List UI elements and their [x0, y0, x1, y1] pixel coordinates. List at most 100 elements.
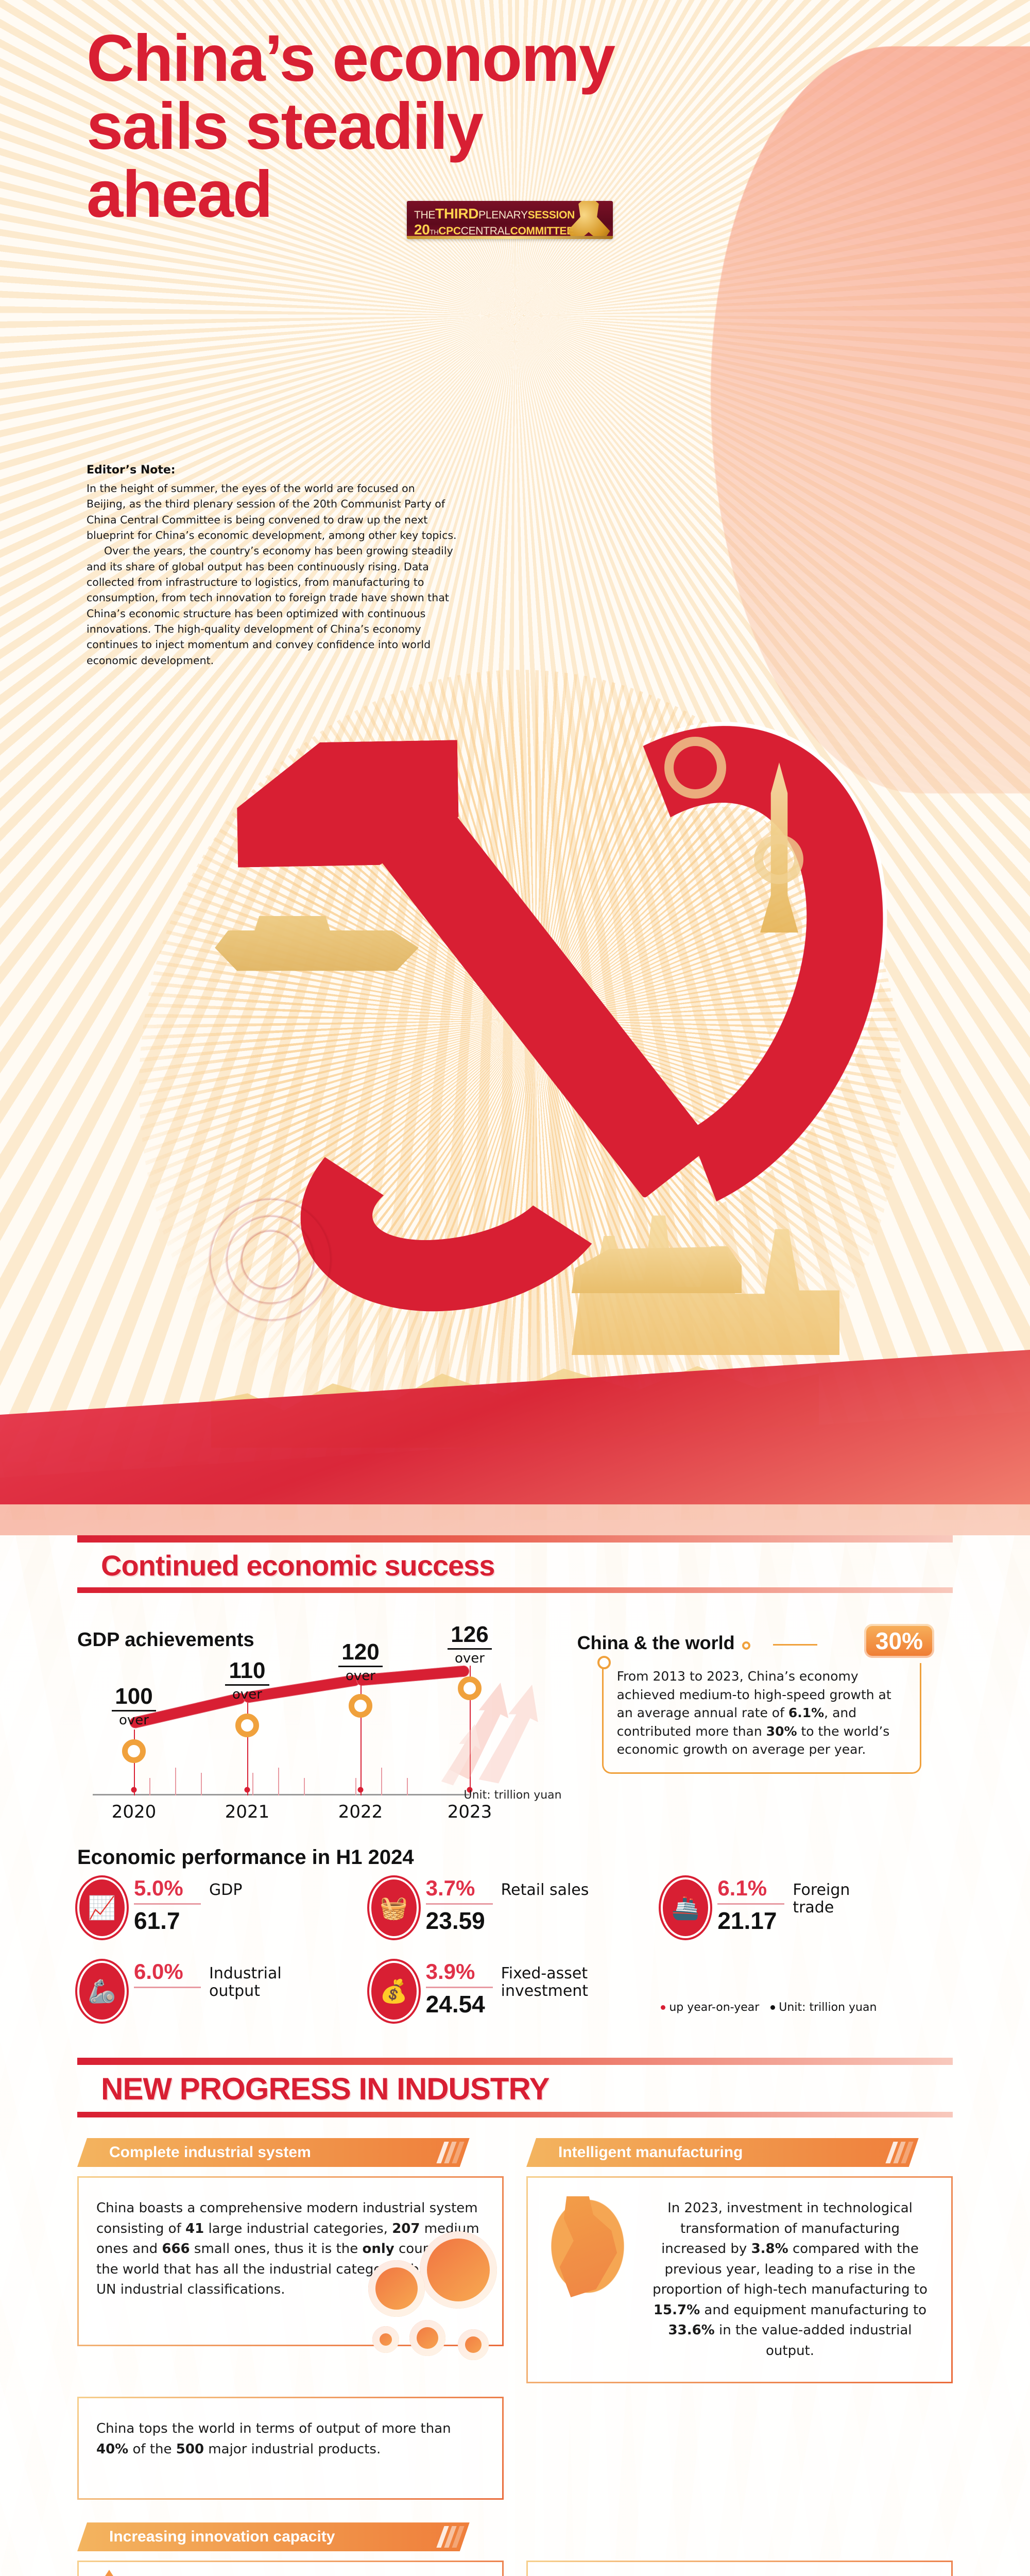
- editors-note-heading: Editor’s Note:: [87, 464, 176, 477]
- title-line-2: sails steadily: [87, 89, 484, 163]
- card2-text-m2: and equipment manufacturing to: [700, 2302, 927, 2318]
- metric-industrial-percent: 6.0%: [134, 1959, 183, 1984]
- gear-icon-large: [664, 737, 726, 799]
- chip-slashes-icon: [885, 2138, 914, 2167]
- badge-central: CENTRAL: [460, 225, 510, 237]
- gdp-chart-icon: 📈: [77, 1877, 127, 1938]
- chip-label-2: Intelligent manufacturing: [558, 2144, 743, 2161]
- metric-gdp-label: GDP: [209, 1881, 243, 1899]
- editors-note-paragraph-2: Over the years, the country’s economy ha…: [87, 545, 453, 667]
- cw-contribution-value: 30%: [766, 1723, 797, 1739]
- chart-over-2022: over: [346, 1668, 375, 1684]
- chart-xtick-2023: 2023: [447, 1802, 492, 1822]
- chart-label-2020: 100 over: [112, 1685, 156, 1728]
- chart-xtick-2021: 2021: [225, 1802, 270, 1822]
- editors-note-paragraph-1: In the height of summer, the eyes of the…: [87, 482, 457, 541]
- section-title-economic-success: Continued economic success: [101, 1549, 495, 1582]
- cargo-ship-icon: 🚢: [661, 1877, 711, 1938]
- card-complete-industrial-system: China boasts a comprehensive modern indu…: [77, 2176, 504, 2360]
- card1-small-categories: 666: [162, 2241, 190, 2257]
- china-and-world-body: From 2013 to 2023, China’s economy achie…: [597, 1656, 921, 1774]
- industry-chip-row-1: Complete industrial system Intelligent m…: [77, 2138, 953, 2167]
- page-title: China’s economy sails steadily ahead: [87, 25, 653, 228]
- metric-trade-percent: 6.1%: [717, 1876, 767, 1900]
- chip-complete-industrial-system: Complete industrial system: [77, 2138, 470, 2167]
- section-banner-economic-success: Continued economic success: [77, 1535, 953, 1593]
- hero-curve-decoration: [711, 46, 1030, 793]
- badge-gold-bar: [407, 236, 613, 239]
- card-intelligent-manufacturing: In 2023, investment in technological tra…: [526, 2176, 953, 2384]
- metric-trade-label: Foreign trade: [793, 1881, 850, 1917]
- chart-xtick-2020: 2020: [111, 1802, 157, 1822]
- industry-rule-top: [77, 2058, 953, 2065]
- badge-third: THIRD: [435, 206, 479, 222]
- cw-rate-value: 6.1%: [788, 1705, 825, 1720]
- metric-trade-value: 21.17: [717, 1907, 777, 1934]
- industry-rule-bottom: [77, 2112, 953, 2117]
- gdp-chart-block: GDP achievements: [77, 1623, 562, 1825]
- card2-equipment-share: 33.6%: [668, 2323, 715, 2338]
- badge-the: THE: [414, 209, 436, 221]
- card1-large-categories: 41: [185, 2221, 204, 2236]
- robotic-arm-icon: [541, 2187, 634, 2306]
- plenary-session-badge: THETHIRDPLENARYSESSION 20THCPCCENTRALCOM…: [407, 201, 613, 239]
- gdp-section: GDP achievements: [77, 1623, 953, 1825]
- section-title-industry: NEW PROGRESS IN INDUSTRY: [101, 2072, 550, 2106]
- chart-label-2021: 110 over: [225, 1659, 269, 1702]
- badge-cpc: CPC: [438, 225, 461, 237]
- hero-section: China’s economy sails steadily ahead THE…: [0, 25, 1030, 1535]
- banner-rule-bottom: [77, 1587, 953, 1593]
- factory-robot-icon: 🦾: [77, 1961, 127, 2022]
- metric-gdp-value: 61.7: [134, 1907, 180, 1934]
- industry-chip-row-2: Increasing innovation capacity: [77, 2522, 953, 2552]
- chart-value-2020: 100: [115, 1684, 153, 1709]
- h1-2024-title: Economic performance in H1 2024: [77, 1846, 414, 1869]
- section-banner-industry: NEW PROGRESS IN INDUSTRY: [77, 2058, 953, 2117]
- badge-plenary: PLENARY: [478, 209, 528, 221]
- editors-note: Editor’s Note: In the height of summer, …: [87, 464, 457, 668]
- chart-unit-label: Unit: trillion yuan: [464, 1789, 562, 1802]
- chip-increasing-innovation-capacity: Increasing innovation capacity: [77, 2522, 470, 2552]
- china-and-world-heading: China & the world: [577, 1632, 735, 1653]
- metrics-legend: up year-on-year Unit: trillion yuan: [661, 1993, 953, 2022]
- peony-flower-icon: [196, 1185, 345, 1334]
- factory-building-icon: [97, 2569, 122, 2576]
- chart-over-2023: over: [455, 1651, 485, 1666]
- metric-fai-label: Fixed-asset investment: [501, 1964, 589, 2000]
- card2-text-post: in the value-added industrial output.: [714, 2323, 912, 2359]
- metric-retail-value: 23.59: [425, 1907, 485, 1934]
- metric-gdp: 📈 5.0% 61.7 GDP: [77, 1877, 369, 1938]
- metric-industrial-output: 🦾 6.0% Industrial output: [77, 1961, 369, 2022]
- badge-session: SESSION: [527, 209, 575, 221]
- card2-hightech-share: 15.7%: [653, 2302, 700, 2318]
- card3-text-m1: of the: [128, 2441, 176, 2457]
- industry-cards-row-1: China boasts a comprehensive modern indu…: [77, 2176, 953, 2384]
- china-and-world-card: China & the world 30% From 2013 to 2023,…: [577, 1624, 953, 1774]
- metric-fai-value: 24.54: [425, 1991, 485, 2018]
- metric-gdp-percent: 5.0%: [134, 1876, 183, 1900]
- metric-retail-percent: 3.7%: [425, 1876, 475, 1900]
- chart-label-2022: 120 over: [338, 1641, 383, 1684]
- metric-retail-sales: 🧺 3.7% 23.59 Retail sales: [369, 1877, 661, 1938]
- chip-label-3: Increasing innovation capacity: [109, 2528, 335, 2546]
- chart-value-2022: 120: [341, 1639, 380, 1665]
- chip-slashes-icon: [436, 2138, 465, 2167]
- gears-icon: [353, 2226, 507, 2360]
- card3-products-count: 500: [176, 2441, 204, 2457]
- status-badge-30pct: 30%: [864, 1624, 934, 1658]
- hammer-and-sickle-illustration: [139, 655, 964, 1504]
- gdp-line-chart: 100 over 110 over 120 over: [82, 1623, 562, 1825]
- chart-over-2021: over: [232, 1687, 262, 1702]
- metric-industrial-label: Industrial output: [209, 1964, 282, 2000]
- shopping-basket-icon: 🧺: [369, 1877, 419, 1938]
- hand-coin-icon: 💰: [369, 1961, 419, 2022]
- chip-slashes-icon: [436, 2522, 465, 2551]
- badge-committee: COMMITTEE: [510, 225, 574, 237]
- card2-investment-growth: 3.8%: [751, 2241, 788, 2257]
- chart-point-2020: [122, 1739, 146, 1763]
- chart-point-2021: [235, 1714, 259, 1737]
- chip-label-1: Complete industrial system: [109, 2144, 311, 2161]
- metric-fai-percent: 3.9%: [425, 1959, 475, 1984]
- chart-value-2021: 110: [229, 1658, 266, 1683]
